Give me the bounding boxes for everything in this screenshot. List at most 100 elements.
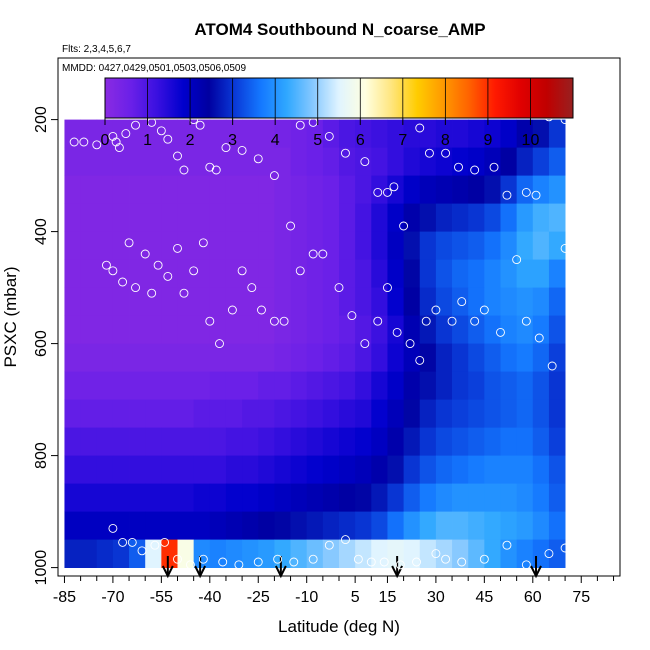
heatmap-cell [484, 259, 501, 288]
heatmap-cell [209, 371, 227, 400]
heatmap-cell [129, 287, 146, 316]
x-tick-label: -10 [295, 589, 318, 606]
observation-point [253, 557, 263, 567]
heatmap-cell [516, 399, 534, 428]
heatmap-cell [290, 455, 308, 484]
heatmap-cell [112, 315, 130, 344]
heatmap-cell [452, 147, 469, 176]
heatmap-cell [452, 483, 469, 512]
observation-point [567, 255, 577, 265]
heatmap-cell [500, 287, 518, 316]
heatmap-cell [64, 371, 82, 400]
heatmap-cell [129, 427, 146, 456]
observation-point [257, 305, 266, 315]
heatmap-cell [129, 399, 146, 428]
heatmap-cell [225, 147, 243, 176]
observation-point [114, 143, 124, 153]
heatmap-cell [306, 147, 324, 176]
heatmap-cell [452, 203, 469, 232]
observation-point [308, 249, 318, 259]
heatmap-cell [290, 119, 308, 148]
heatmap-cell [548, 315, 566, 344]
heatmap-cell [80, 231, 98, 260]
heatmap-cell [209, 119, 227, 148]
observation-point [392, 327, 402, 337]
heatmap-cell [484, 175, 501, 204]
y-tick-label: 1000 [33, 550, 50, 586]
heatmap-cell [355, 343, 372, 372]
heatmap-cell [306, 511, 324, 540]
heatmap-cell [403, 175, 421, 204]
heatmap-cell [242, 511, 259, 540]
heatmap-cell [403, 259, 421, 288]
observation-point [547, 361, 557, 371]
heatmap-cell [161, 455, 178, 484]
heatmap-cell [64, 231, 82, 260]
heatmap-cell [500, 315, 518, 344]
observation-point [405, 339, 415, 349]
observation-point [147, 288, 157, 298]
heatmap-cell [80, 427, 98, 456]
observation-point [140, 249, 150, 259]
heatmap-cell [371, 119, 388, 148]
observation-point [237, 145, 247, 155]
heatmap-cell [258, 259, 275, 288]
y-tick-label: 600 [33, 330, 50, 357]
heatmap-cell [80, 399, 98, 428]
heatmap-cell [484, 287, 501, 316]
heatmap-cell [371, 427, 388, 456]
observation-point [195, 120, 205, 130]
heatmap-cell [532, 175, 550, 204]
observation-point [269, 316, 279, 326]
heatmap-cell [225, 371, 243, 400]
heatmap-cell [225, 511, 243, 540]
heatmap-cell [177, 259, 195, 288]
heatmap-cell [419, 399, 437, 428]
heatmap-cell [548, 455, 566, 484]
heatmap-cell [193, 259, 211, 288]
heatmap-cell [339, 343, 356, 372]
observation-point [215, 339, 224, 349]
heatmap-cell [145, 287, 162, 316]
heatmap-cell [548, 175, 566, 204]
heatmap-cell [500, 175, 518, 204]
heatmap-cell [484, 119, 501, 148]
heatmap-cell [193, 511, 211, 540]
observation-point [560, 543, 570, 553]
heatmap-cell [161, 427, 178, 456]
heatmap-cell [419, 119, 437, 148]
heatmap-cell [387, 259, 404, 288]
heatmap-cell [80, 203, 98, 232]
heatmap-cell [64, 259, 82, 288]
heatmap-cell [129, 511, 146, 540]
heatmap-cell [96, 315, 114, 344]
heatmap-cell [500, 399, 518, 428]
colorbar [104, 77, 574, 119]
heatmap-cell [403, 343, 421, 372]
heatmap-cell [306, 175, 324, 204]
heatmap-cell [532, 343, 550, 372]
observation-point [211, 165, 221, 175]
heatmap-cell [371, 483, 388, 512]
heatmap-cell [129, 371, 146, 400]
heatmap-cell [532, 203, 550, 232]
heatmap-cell [548, 399, 566, 428]
heatmap-cell [209, 231, 227, 260]
heatmap-cell [548, 483, 566, 512]
heatmap-cell [161, 147, 178, 176]
heatmap-cell [225, 259, 243, 288]
heatmap-cell [274, 147, 291, 176]
heatmap-cell [339, 455, 356, 484]
heatmap-cell [96, 483, 114, 512]
heatmap-cell [64, 455, 82, 484]
heatmap-cell [306, 119, 324, 148]
heatmap-cell [258, 231, 275, 260]
x-tick-label: -40 [198, 589, 221, 606]
heatmap-cell [96, 371, 114, 400]
heatmap-cell [193, 399, 211, 428]
heatmap-cell [452, 175, 469, 204]
heatmap-cell [516, 175, 534, 204]
heatmap-cell [161, 343, 178, 372]
observation-point [447, 316, 457, 326]
heatmap-cell [64, 539, 82, 568]
